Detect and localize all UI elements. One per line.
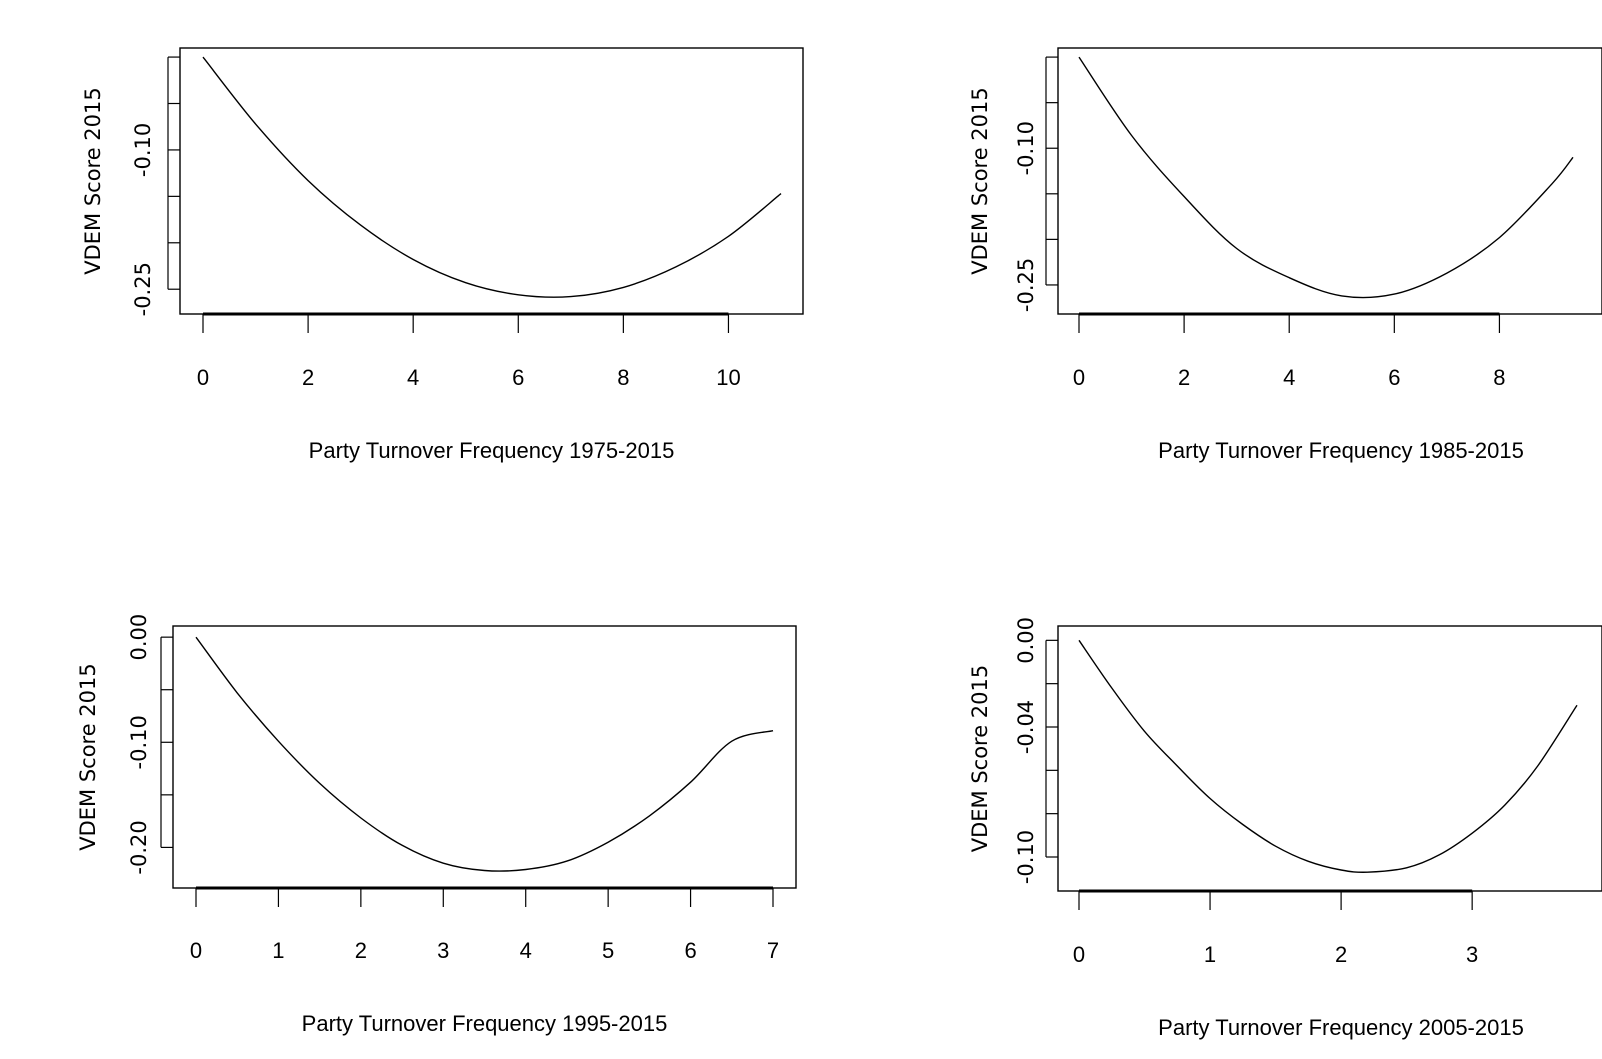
x-tick-label: 6 — [1388, 365, 1400, 390]
y-tick-label: -0.10 — [1014, 830, 1038, 884]
y-axis-title: VDEM Score 2015 — [81, 87, 105, 275]
chart-panel-3: 0 1 2 3 4 5 6 7 -0.20 -0.10 0.00 VDEM Score 2015 Par… — [76, 614, 797, 1036]
x-tick-label: 0 — [1073, 942, 1085, 967]
y-tick-label: 0.00 — [1014, 617, 1038, 664]
x-tick-label: 8 — [617, 365, 629, 390]
x-tick-label: 0 — [197, 365, 209, 390]
y-axis-title: VDEM Score 2015 — [76, 663, 100, 851]
x-tick-label: 2 — [302, 365, 314, 390]
x-tick-label: 4 — [520, 938, 532, 963]
x-tick-label: 3 — [1466, 942, 1478, 967]
x-axis-title: Party Turnover Frequency 1995-2015 — [302, 1011, 668, 1036]
plot-frame — [179, 47, 804, 315]
x-tick-label: 8 — [1493, 365, 1505, 390]
x-axis-title: Party Turnover Frequency 2005-2015 — [1158, 1015, 1524, 1040]
y-tick-label: -0.10 — [127, 715, 151, 769]
series-line-1 — [1078, 56, 1574, 299]
y-axis-title: VDEM Score 2015 — [968, 87, 992, 275]
chart-panel-2: 0 2 4 6 8 -0.25 -0.10 VDEM Score 2015 Party Turn… — [968, 47, 1602, 463]
y-tick-label: -0.10 — [131, 123, 155, 177]
y-tick-label: -0.10 — [1014, 121, 1038, 175]
x-tick-label: 0 — [190, 938, 202, 963]
plot-frame — [172, 625, 797, 889]
x-tick-label: 10 — [716, 365, 740, 390]
x-tick-label: 4 — [407, 365, 419, 390]
y-axis-title: VDEM Score 2015 — [968, 665, 992, 853]
y-tick-label: -0.20 — [127, 820, 151, 874]
y-tick-label: -0.25 — [131, 262, 155, 316]
x-tick-label: 2 — [1335, 942, 1347, 967]
x-tick-label: 5 — [602, 938, 614, 963]
x-tick-label: 4 — [1283, 365, 1295, 390]
x-tick-label: 6 — [684, 938, 696, 963]
chart-panel-1: 0 2 4 6 8 10 -0.25 -0.10 VDEM Score 2015 Party Tu… — [81, 47, 804, 463]
x-tick-label: 0 — [1073, 365, 1085, 390]
x-tick-label: 3 — [437, 938, 449, 963]
y-tick-label: 0.00 — [127, 614, 151, 661]
series-line-1 — [1078, 639, 1578, 873]
x-axis-title: Party Turnover Frequency 1975-2015 — [309, 438, 675, 463]
series-line-1 — [195, 636, 774, 872]
plot-frame — [1057, 47, 1602, 315]
plot-frame — [1057, 625, 1602, 892]
series-line-1 — [202, 56, 782, 298]
chart-panel-4: 0 1 2 3 -0.10 -0.04 0.00 VDEM Score 2015 Party T… — [968, 617, 1602, 1040]
x-tick-label: 7 — [767, 938, 779, 963]
x-tick-label: 1 — [1204, 942, 1216, 967]
x-axis-title: Party Turnover Frequency 1985-2015 — [1158, 438, 1524, 463]
x-tick-label: 6 — [512, 365, 524, 390]
x-tick-label: 2 — [1178, 365, 1190, 390]
x-tick-label: 1 — [272, 938, 284, 963]
x-tick-label: 2 — [355, 938, 367, 963]
y-tick-label: -0.04 — [1014, 700, 1038, 754]
y-tick-label: -0.25 — [1014, 258, 1038, 312]
